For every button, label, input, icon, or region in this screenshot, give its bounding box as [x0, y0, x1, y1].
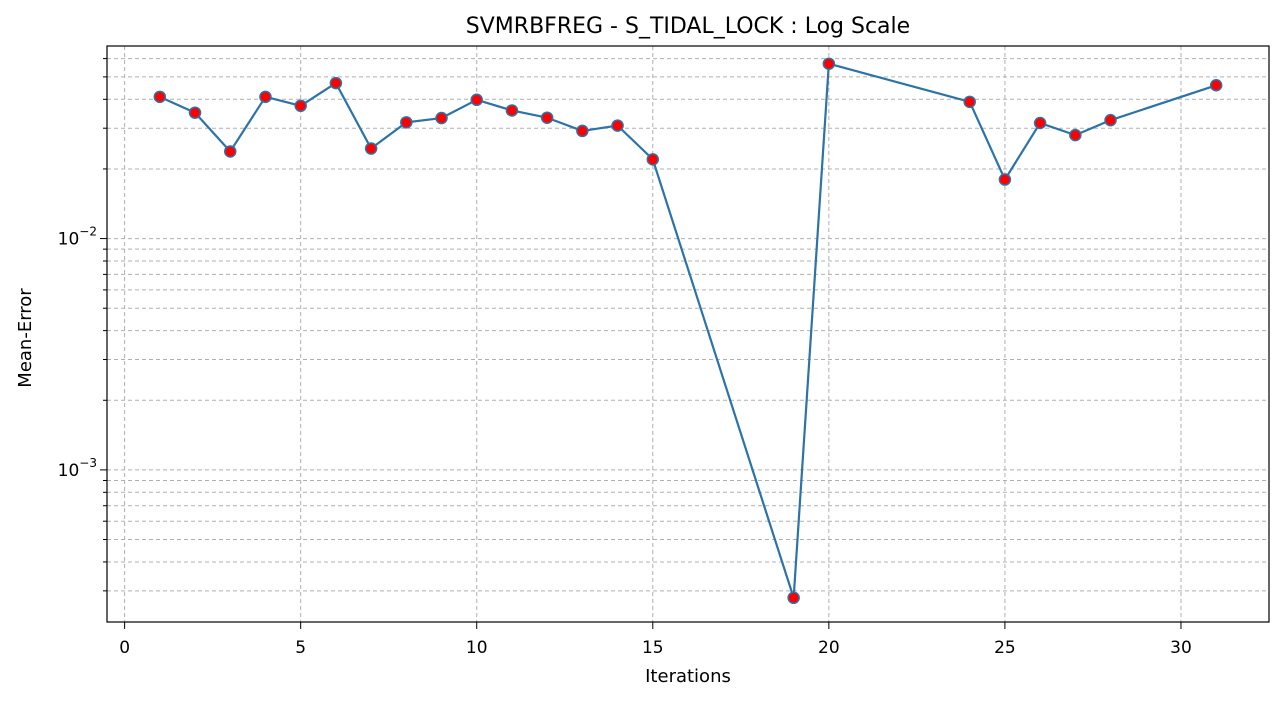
- data-point: [611, 119, 624, 132]
- data-point: [1209, 79, 1223, 92]
- data-point: [329, 76, 343, 90]
- series-layer: [153, 57, 1223, 605]
- data-point: [364, 142, 378, 155]
- x-tick-label: 25: [994, 638, 1016, 658]
- x-tick-label: 30: [1170, 638, 1192, 658]
- data-point: [223, 145, 237, 158]
- axes: 0 5 10 15 20 25 30 10−3 10−2: [58, 45, 1270, 658]
- x-tick-label: 5: [295, 638, 306, 658]
- data-point: [787, 591, 800, 605]
- data-point: [646, 153, 660, 166]
- data-point: [576, 124, 589, 138]
- data-point: [400, 116, 413, 129]
- x-tick-label: 10: [466, 638, 488, 658]
- data-point: [1069, 128, 1082, 142]
- x-tick-label: 20: [818, 638, 840, 658]
- data-point: [153, 90, 167, 104]
- data-point: [470, 93, 483, 107]
- data-point: [435, 111, 448, 125]
- x-axis-label: Iterations: [645, 666, 731, 687]
- plot-frame: [106, 45, 1270, 623]
- chart-title: SVMRBFREG - S_TIDAL_LOCK : Log Scale: [466, 14, 910, 39]
- data-point: [998, 173, 1012, 186]
- data-point: [822, 57, 836, 70]
- data-point: [259, 90, 272, 104]
- y-tick-label: 10−2: [58, 225, 97, 250]
- data-point: [1104, 113, 1117, 127]
- data-point: [188, 106, 202, 119]
- data-point: [540, 111, 554, 124]
- x-tick-label: 15: [642, 638, 664, 658]
- grid-lines: [107, 46, 1269, 622]
- data-point: [1033, 116, 1047, 130]
- y-axis-label: Mean-Error: [15, 288, 36, 388]
- data-point: [505, 104, 519, 117]
- x-tick-label: 0: [119, 638, 130, 658]
- y-tick-label: 10−3: [58, 456, 97, 481]
- data-point: [963, 95, 976, 109]
- data-point: [294, 99, 307, 113]
